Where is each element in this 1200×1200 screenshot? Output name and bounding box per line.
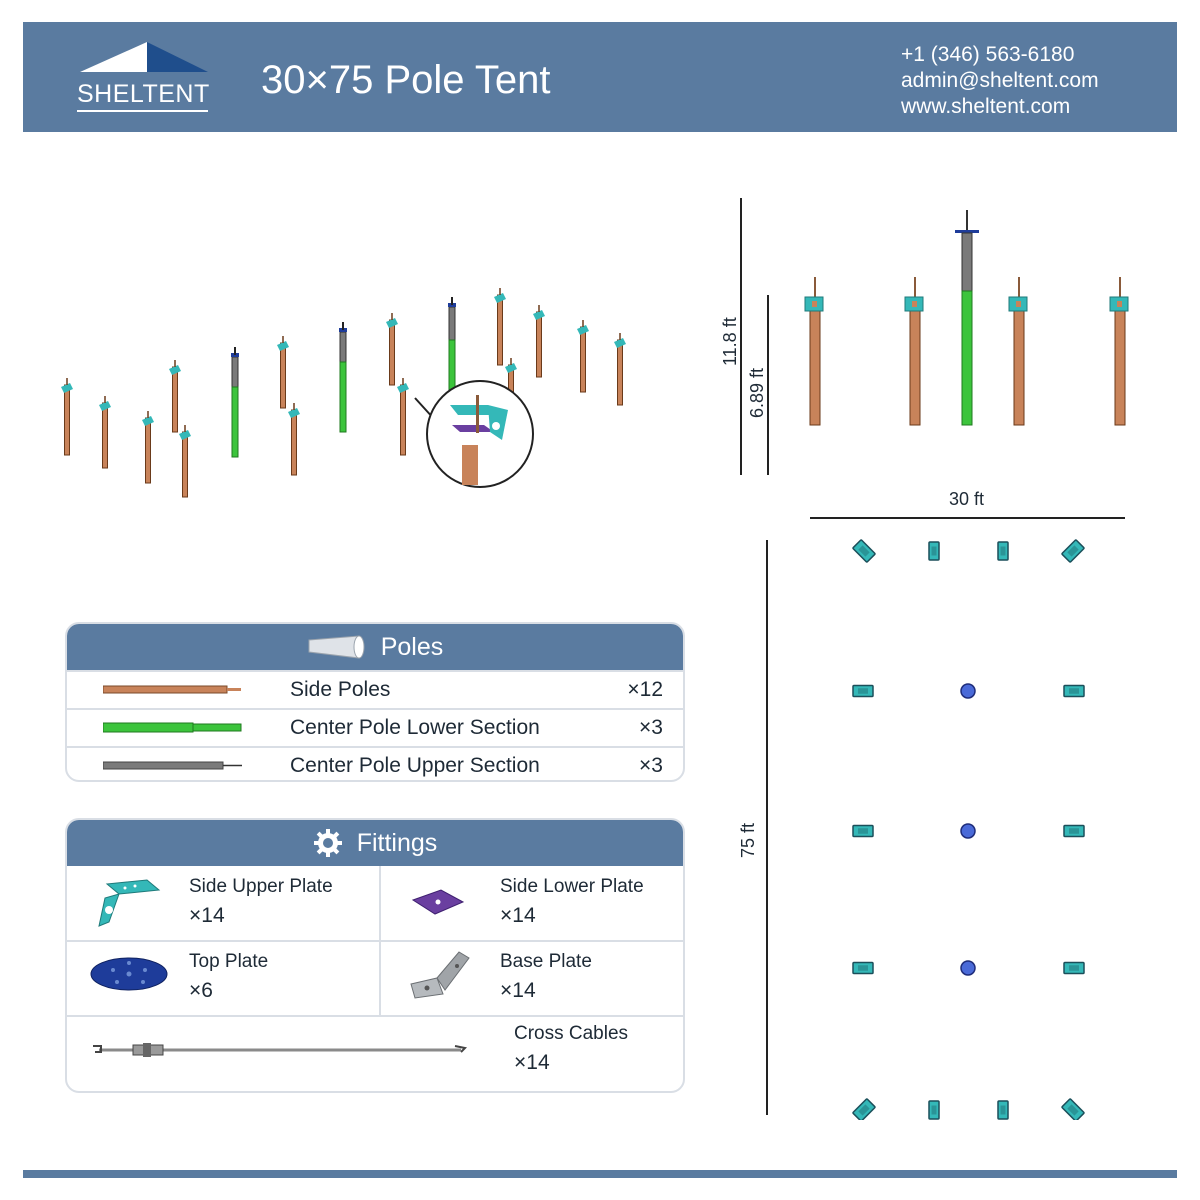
side-plate-marker [928,1100,940,1120]
side-pole [1109,277,1129,426]
side-pole [277,336,289,409]
poles-header: Poles [67,624,683,670]
side-plate-marker [1063,824,1085,838]
page-title: 30×75 Pole Tent [261,58,551,102]
width-label: 30 ft [949,489,985,509]
total-height-label: 11.8 ft [720,317,740,366]
fitting-qty: ×14 [500,979,536,1002]
side-plate-marker [852,961,874,975]
fitting-qty: ×14 [189,904,225,927]
center-lower-pole-icon [103,722,242,733]
side-pole [142,411,154,484]
pole-name: Side Poles [290,678,391,701]
top-plate-icon [90,957,168,991]
fitting-qty: ×14 [514,1051,550,1074]
side-plate-marker [928,541,940,561]
base-plate-icon [410,951,470,999]
pole-row-center-lower: Center Pole Lower Section ×3 [67,708,683,746]
fitting-name: Side Lower Plate [500,876,644,897]
side-pole [804,277,824,426]
pole-icon [308,635,365,659]
pole-layout-illustration [61,288,626,498]
logo-underline [77,110,208,112]
fitting-qty: ×6 [189,979,213,1002]
fitting-name: Side Upper Plate [189,876,333,897]
detail-callout [426,380,534,488]
pole-qty: ×3 [639,716,663,739]
website-url: www.sheltent.com [901,95,1071,118]
top-plate-marker [960,823,976,839]
corner-plate-marker [1061,1098,1085,1120]
side-plate-marker [997,541,1009,561]
pole-row-side: Side Poles ×12 [67,670,683,708]
pole-qty: ×3 [639,754,663,777]
pole-row-center-upper: Center Pole Upper Section ×3 [67,746,683,780]
poles-table: Poles Side Poles ×12 Center Pole Lower S… [65,622,685,782]
center-pole [955,210,979,426]
side-pole [386,313,398,386]
length-label: 75 ft [738,822,758,858]
phone-number: +1 (346) 563-6180 [901,43,1075,66]
side-pole [494,288,506,366]
poles-heading: Poles [380,632,444,661]
fitting-name: Cross Cables [514,1023,629,1044]
side-pole [577,320,589,393]
corner-plate-marker [852,1098,876,1120]
top-plate-marker [960,960,976,976]
cross-cable-icon [93,1043,468,1057]
plan-view [766,517,1125,1120]
top-plate-marker [960,683,976,699]
side-pole [169,360,181,433]
divider [67,1015,683,1017]
email-address: admin@sheltent.com [901,69,1099,92]
side-plate-marker [1063,684,1085,698]
side-plate-marker [997,1100,1009,1120]
footer-bar [23,1170,1177,1178]
fittings-table: Fittings Side Upper Plate ×14 Side Lower… [65,818,685,1093]
center-upper-pole-icon [103,761,242,770]
header-banner: SHELTENT 30×75 Pole Tent +1 (346) 563-61… [23,22,1177,132]
side-plate-marker [852,684,874,698]
divider [67,940,683,942]
corner-plate-marker [1061,539,1085,563]
side-pole [99,396,111,469]
side-height-label: 6.89 ft [747,367,767,418]
side-lower-plate-icon [411,889,465,915]
side-pole [533,305,545,378]
side-pole [288,403,300,476]
center-pole [339,322,347,433]
divider [379,866,381,1016]
side-pole [904,277,924,426]
side-pole [397,378,409,456]
pole-qty: ×12 [627,678,663,701]
side-pole [614,333,626,406]
side-upper-plate-icon [98,879,161,927]
gear-icon [313,829,342,857]
elevation-view [740,198,1129,475]
side-plate-marker [1063,961,1085,975]
fittings-header: Fittings [67,820,683,866]
tent-logo-icon [80,42,208,72]
side-plate-marker [852,824,874,838]
center-pole [231,347,239,458]
contact-block: +1 (346) 563-6180 admin@sheltent.com www… [901,42,1099,120]
pole-name: Center Pole Upper Section [290,754,540,777]
side-pole [179,425,191,498]
side-pole [61,378,73,456]
fitting-name: Top Plate [189,951,269,972]
fittings-heading: Fittings [356,828,438,857]
logo-text: SHELTENT [77,80,210,108]
fitting-name: Base Plate [500,951,592,972]
pole-name: Center Pole Lower Section [290,716,540,739]
fitting-qty: ×14 [500,904,536,927]
side-pole [1008,277,1028,426]
side-pole-icon [103,685,241,694]
corner-plate-marker [852,539,876,563]
